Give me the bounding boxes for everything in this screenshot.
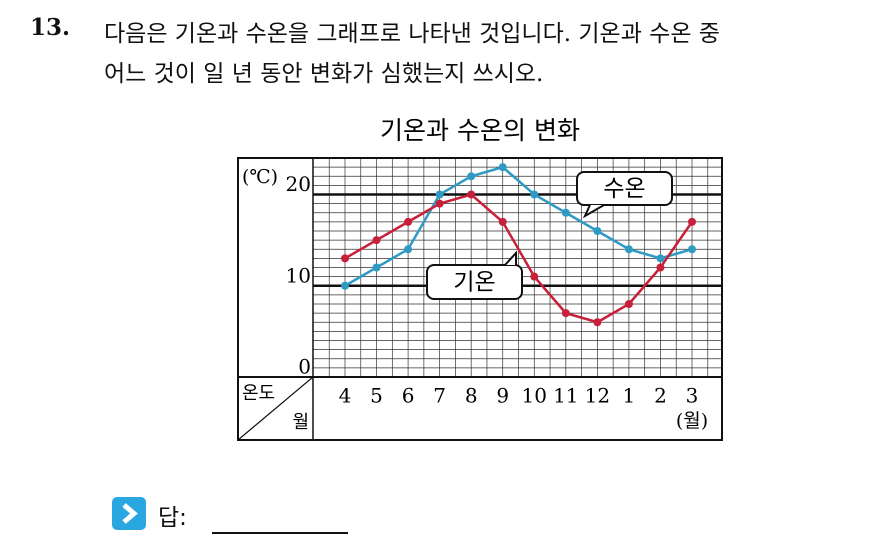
x-tick-label: 10 (522, 384, 547, 408)
legend-label: 기온 (453, 270, 495, 296)
data-point (372, 263, 381, 272)
callout-tail (504, 250, 517, 266)
chart-title: 기온과 수온의 변화 (380, 116, 580, 145)
data-point (624, 245, 633, 254)
data-point (435, 190, 444, 199)
callout-tail (582, 204, 605, 219)
x-unit: (월) (676, 410, 708, 432)
callout-box (576, 171, 673, 206)
data-point (656, 254, 665, 263)
x-tick-label: 12 (585, 384, 610, 408)
answer-label: 답: (158, 505, 187, 531)
data-point (688, 217, 696, 226)
legend-label: 수온 (603, 176, 645, 202)
chart-frame (237, 157, 723, 441)
series-line (344, 193, 694, 324)
data-point (688, 245, 696, 254)
y-tick-label: 10 (286, 263, 311, 287)
data-point (530, 272, 539, 281)
y-unit: (℃) (242, 166, 278, 188)
data-point (656, 263, 665, 272)
question-number: 13. (30, 14, 71, 41)
data-point (593, 227, 602, 235)
data-point (435, 199, 444, 208)
x-tick-label: 11 (553, 384, 578, 408)
answer-line (212, 532, 348, 534)
data-point (467, 172, 476, 181)
x-tick-label: 5 (370, 384, 383, 408)
x-tick-label: 3 (686, 384, 699, 408)
question-text: 어느 것이 일 년 동안 변화가 심했는지 쓰시오. (104, 61, 544, 87)
corner-bottom: 월 (292, 412, 309, 433)
y-tick-label: 0 (298, 355, 311, 379)
corner-diagonal (237, 376, 314, 441)
x-tick-label: 8 (465, 384, 478, 408)
data-point (561, 309, 570, 318)
data-point (372, 236, 381, 245)
data-point (624, 300, 633, 308)
data-point (498, 163, 507, 172)
callout-box (426, 264, 523, 300)
x-tick-label: 6 (402, 384, 415, 408)
data-point (467, 190, 476, 199)
y-tick-label: 20 (286, 172, 311, 196)
corner-top: 온도 (242, 383, 275, 404)
data-point (341, 254, 349, 263)
data-point (593, 318, 602, 327)
x-tick-label: 4 (339, 384, 352, 408)
series-line (344, 165, 693, 287)
x-tick-label: 2 (654, 384, 667, 408)
data-point (404, 245, 413, 254)
data-point (498, 217, 507, 226)
data-point (404, 217, 413, 226)
x-tick-label: 7 (433, 384, 446, 408)
question-text: 다음은 기온과 수온을 그래프로 나타낸 것입니다. 기온과 수온 중 (104, 21, 720, 47)
arrow-icon (122, 503, 138, 524)
data-point (530, 190, 539, 199)
x-tick-label: 9 (496, 384, 509, 408)
data-point (561, 208, 570, 217)
data-point (341, 281, 349, 290)
answer-icon (112, 497, 146, 530)
x-tick-label: 1 (623, 384, 636, 408)
